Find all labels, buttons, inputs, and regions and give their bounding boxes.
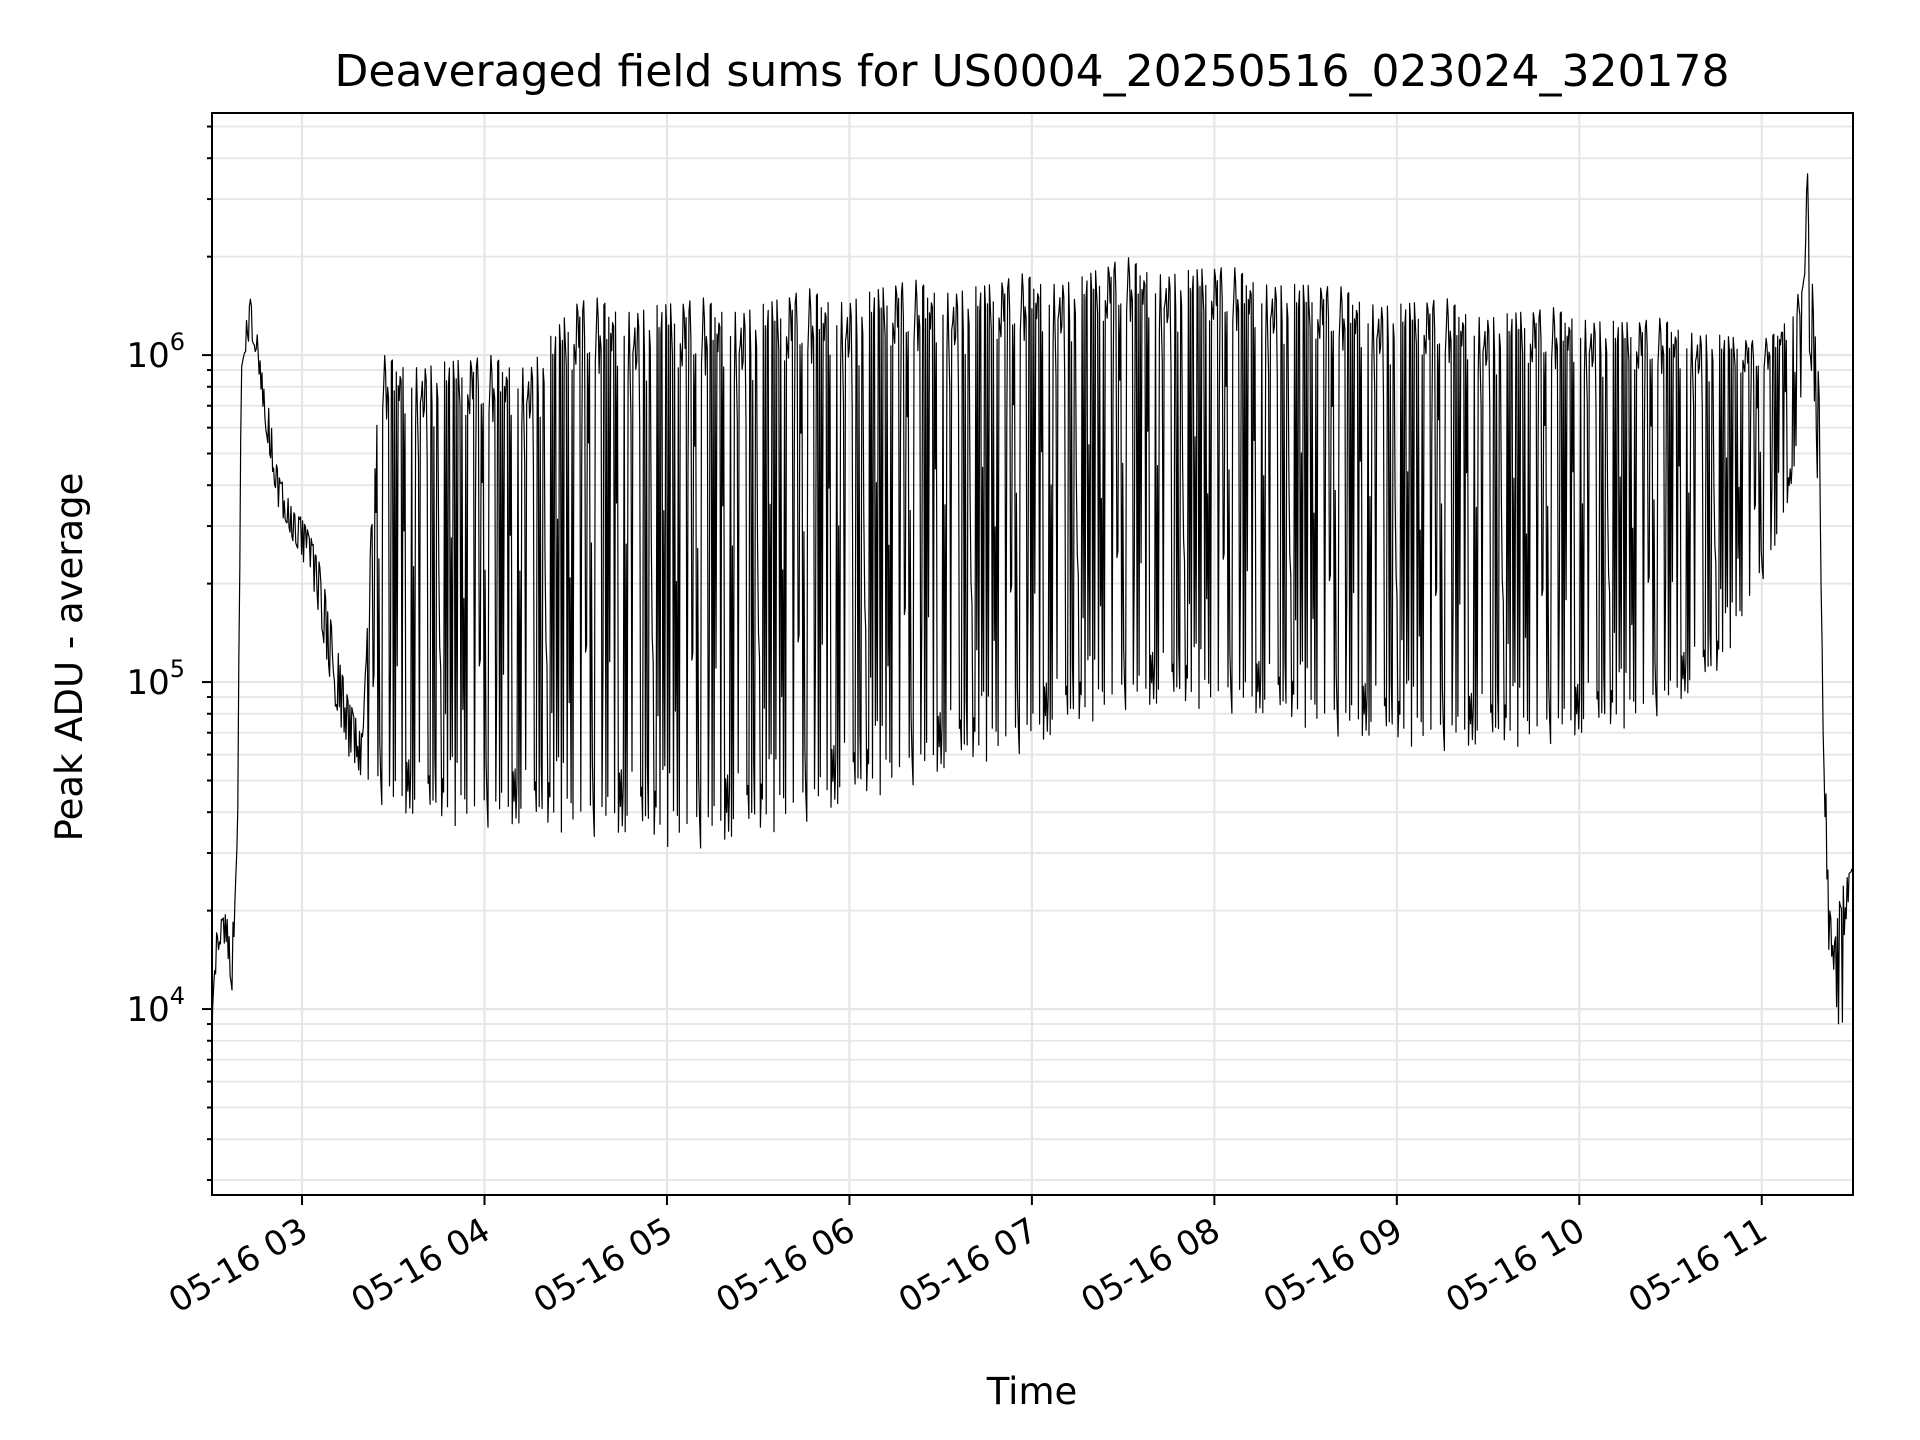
y-tick-label-exponent: 5: [170, 655, 185, 683]
y-tick-label-base: 10: [126, 336, 169, 376]
x-axis-label: Time: [986, 1370, 1078, 1413]
y-tick-label: 106: [126, 328, 185, 376]
y-tick-label-exponent: 4: [170, 982, 185, 1010]
chart-title: Deaveraged field sums for US0004_2025051…: [335, 46, 1730, 97]
y-tick-label-base: 10: [126, 663, 169, 703]
series-line: [210, 173, 1854, 1052]
y-tick-label-exponent: 6: [170, 328, 185, 356]
y-tick-label: 105: [126, 655, 185, 703]
series-layer: [210, 173, 1854, 1052]
y-tick-label-base: 10: [126, 990, 169, 1030]
y-axis-label: Peak ADU - average: [48, 473, 91, 842]
y-tick-label: 104: [126, 982, 185, 1030]
